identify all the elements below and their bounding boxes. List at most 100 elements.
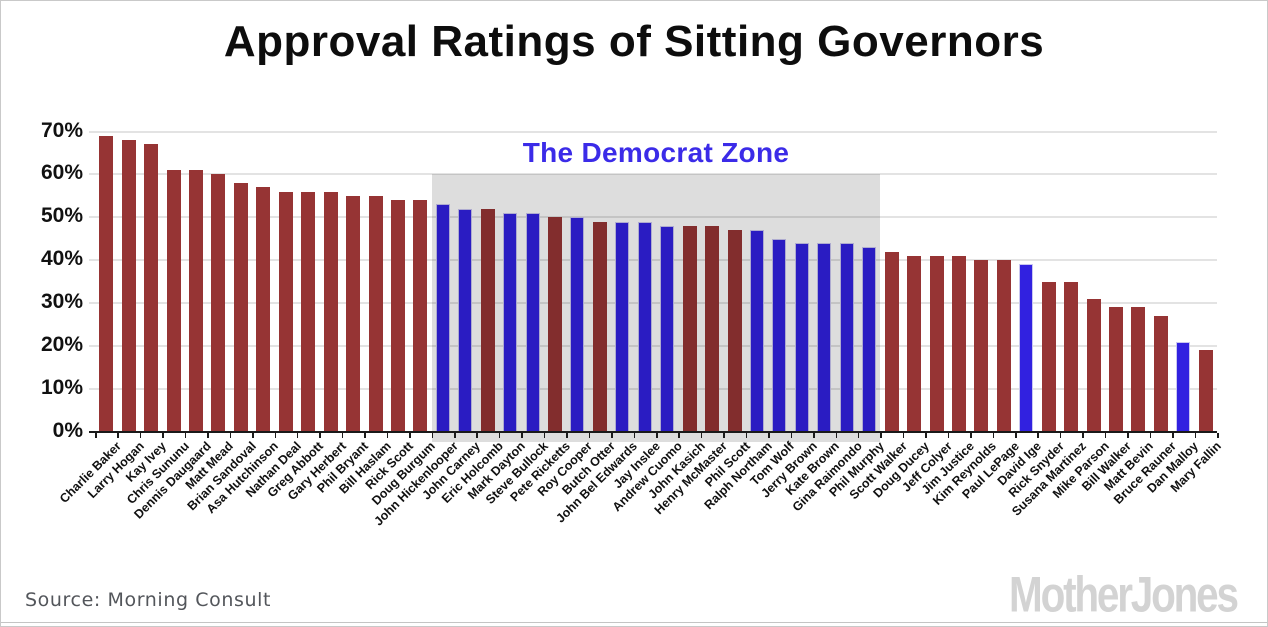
bar-phil-scott bbox=[727, 230, 742, 432]
bar-bill-walker bbox=[1109, 307, 1124, 432]
x-axis-tick bbox=[139, 432, 142, 438]
x-axis-tick bbox=[476, 432, 478, 438]
gridline bbox=[89, 173, 1217, 176]
bar-bruce-rauner bbox=[1153, 315, 1168, 432]
bar-brian-sandoval bbox=[233, 182, 248, 432]
x-axis-line bbox=[89, 430, 1217, 433]
bar-mike-parson bbox=[1086, 298, 1101, 432]
bar-david-ige bbox=[1019, 264, 1034, 432]
bar-chris-sununu bbox=[166, 170, 181, 432]
bar-scott-walker bbox=[884, 251, 899, 432]
x-axis-tick bbox=[1127, 432, 1129, 438]
bar-kim-reynolds bbox=[974, 260, 989, 432]
gridline bbox=[89, 387, 1217, 390]
x-axis-tick bbox=[1194, 432, 1197, 438]
x-axis-tick bbox=[364, 432, 366, 438]
x-axis-tick bbox=[252, 432, 254, 438]
x-axis-tick bbox=[431, 432, 434, 438]
y-axis-label: 0% bbox=[52, 418, 83, 442]
bar-bill-haslam bbox=[368, 195, 383, 432]
bar-henry-mcmaster bbox=[705, 225, 720, 432]
x-axis-tick bbox=[566, 432, 568, 438]
bar-kay-ivey bbox=[144, 144, 159, 432]
gridline bbox=[89, 345, 1217, 347]
bar-john-kasich bbox=[682, 225, 697, 432]
x-axis-tick bbox=[656, 432, 658, 438]
x-axis-tick bbox=[274, 432, 277, 438]
y-axis-label: 20% bbox=[40, 333, 83, 356]
gridline bbox=[89, 216, 1217, 219]
chart-title: Approval Ratings of Sitting Governors bbox=[223, 17, 1045, 66]
gridline bbox=[89, 130, 1217, 133]
x-axis-tick bbox=[611, 432, 613, 438]
democrat-zone-label: The Democrat Zone bbox=[522, 137, 790, 168]
bar-pete-ricketts bbox=[548, 217, 563, 432]
x-axis-tick bbox=[992, 432, 995, 438]
gridline bbox=[89, 259, 1217, 262]
bar-paul-lepage bbox=[996, 260, 1011, 432]
x-axis-tick bbox=[1082, 432, 1084, 438]
x-axis-tick bbox=[1059, 432, 1062, 438]
x-axis-tick bbox=[1037, 432, 1039, 438]
bar-matt-mead bbox=[211, 174, 226, 432]
x-axis-tick bbox=[386, 432, 389, 438]
x-axis-tick bbox=[768, 432, 770, 438]
bar-dennis-daugaard bbox=[188, 170, 203, 432]
x-axis-tick bbox=[341, 432, 344, 438]
bar-larry-hogan bbox=[121, 140, 136, 432]
x-axis-tick bbox=[409, 432, 411, 438]
bar-doug-burgum bbox=[413, 200, 428, 432]
bar-gary-herbert bbox=[323, 191, 338, 432]
y-axis-label: 50% bbox=[40, 204, 83, 228]
x-axis-tick bbox=[970, 432, 972, 438]
bar-rick-scott bbox=[390, 200, 405, 432]
mother-jones-logo: MotherJones bbox=[1009, 565, 1239, 623]
x-axis-tick bbox=[700, 432, 703, 438]
bar-jeff-colyer bbox=[929, 255, 944, 432]
x-axis-tick bbox=[633, 432, 636, 438]
x-axis-tick bbox=[1149, 432, 1152, 438]
x-axis-tick bbox=[454, 432, 456, 438]
x-axis-tick bbox=[543, 432, 546, 438]
bar-asa-hutchinson bbox=[256, 187, 271, 432]
x-axis-tick bbox=[880, 432, 882, 438]
bar-mary-fallin bbox=[1198, 350, 1213, 432]
democrat-zone-overlay bbox=[431, 174, 881, 442]
bar-rick-snyder bbox=[1041, 281, 1056, 432]
y-axis-label: 70% bbox=[40, 118, 83, 142]
x-axis-tick bbox=[296, 432, 299, 438]
x-axis-tick bbox=[1015, 432, 1017, 438]
y-axis-label: 30% bbox=[40, 290, 83, 314]
x-axis-tick bbox=[207, 432, 209, 438]
gridline bbox=[89, 302, 1217, 305]
x-axis-tick bbox=[229, 432, 232, 438]
x-axis-tick bbox=[902, 432, 905, 438]
bar-eric-holcomb bbox=[480, 208, 495, 432]
bar-matt-bevin bbox=[1131, 307, 1146, 432]
x-axis-tick bbox=[95, 432, 97, 438]
x-axis-tick bbox=[745, 432, 748, 438]
bar-dan-malloy bbox=[1176, 341, 1191, 432]
footer-divider bbox=[1, 622, 1267, 623]
x-axis-tick bbox=[1172, 432, 1174, 438]
x-axis-tick bbox=[1217, 432, 1219, 438]
x-axis-tick bbox=[678, 432, 680, 438]
bar-nathan-deal bbox=[278, 191, 293, 432]
x-axis-tick bbox=[835, 432, 838, 438]
bar-greg-abbott bbox=[301, 191, 316, 432]
y-axis-label: 40% bbox=[40, 247, 83, 271]
bar-susana-martinez bbox=[1064, 281, 1079, 432]
x-axis-tick bbox=[319, 432, 321, 438]
bar-doug-ducey bbox=[907, 255, 922, 432]
x-axis-tick bbox=[813, 432, 815, 438]
x-axis-tick bbox=[947, 432, 950, 438]
source-credit: Source: Morning Consult bbox=[25, 589, 272, 611]
x-axis-tick bbox=[521, 432, 523, 438]
bar-butch-otter bbox=[592, 221, 607, 432]
x-axis-tick bbox=[925, 432, 927, 438]
x-axis-tick bbox=[588, 432, 591, 438]
x-axis-tick bbox=[184, 432, 187, 438]
bar-phil-bryant bbox=[346, 195, 361, 432]
